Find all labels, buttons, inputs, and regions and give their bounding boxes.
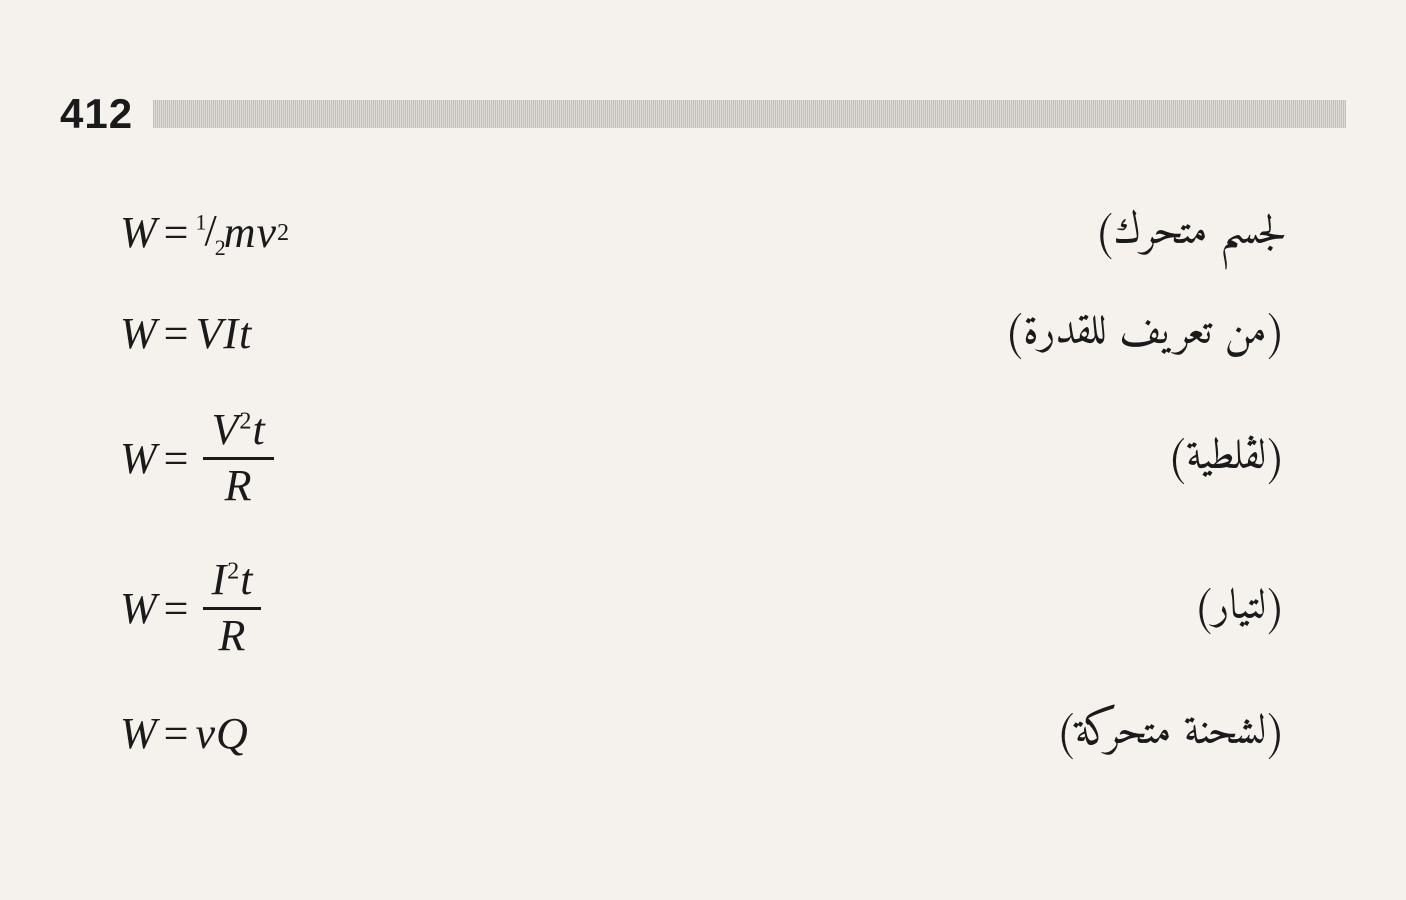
equation-power-def: W=VIt (120, 308, 252, 359)
equation-current: W= I2t R (120, 556, 261, 660)
header-rule (153, 100, 1346, 128)
page-number: 412 (60, 90, 133, 138)
formula-row: W= V2t R (لڤلطية) (120, 398, 1286, 518)
label-current: (لتيار) (1193, 581, 1286, 636)
equation-voltage: W= V2t R (120, 406, 274, 510)
label-voltage: (لڤلطية) (1167, 431, 1286, 486)
formula-row: W= I2t R (لتيار) (120, 548, 1286, 668)
label-power-def: (من تعريف للقدرة) (1004, 306, 1286, 361)
formula-row: W=vQ (لشحنة متحركة) (120, 698, 1286, 768)
formula-row: W=VIt (من تعريف للقدرة) (120, 298, 1286, 368)
equation-kinetic: W= 1/2mv2 (120, 205, 290, 261)
label-charge: (لشحنة متحركة) (1056, 706, 1286, 761)
equation-charge: W=vQ (120, 708, 249, 759)
formula-row: W= 1/2mv2 لجسم متحرك) (120, 198, 1286, 268)
label-kinetic: لجسم متحرك) (1094, 206, 1286, 261)
